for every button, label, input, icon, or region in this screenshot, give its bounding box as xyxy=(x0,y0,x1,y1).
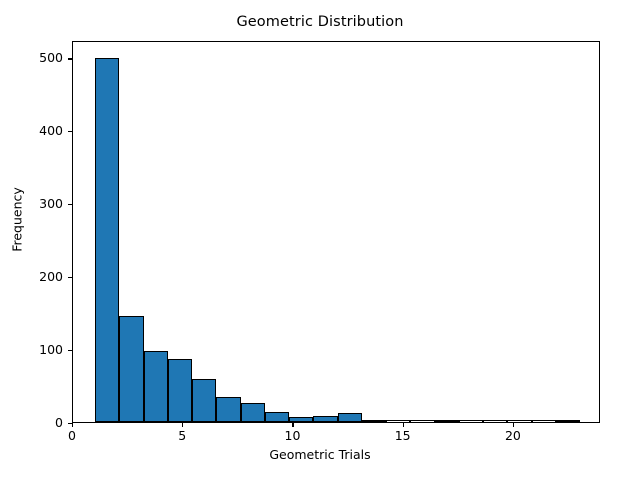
histogram-bar xyxy=(240,403,265,422)
y-axis-label: Frequency xyxy=(9,187,25,252)
x-tick-label: 10 xyxy=(284,428,301,443)
y-tick-label: 400 xyxy=(39,123,63,139)
x-tick-label: 5 xyxy=(178,428,187,443)
y-tick-label: 0 xyxy=(55,415,63,430)
y-tick-label: 200 xyxy=(39,269,63,285)
y-tick-label: 500 xyxy=(39,50,63,66)
x-tick-mark xyxy=(402,423,404,427)
histogram-bar xyxy=(507,420,532,422)
histogram-bar xyxy=(167,359,193,422)
x-axis-label: Geometric Trials xyxy=(269,447,371,462)
histogram-bar xyxy=(386,420,411,422)
histogram-bar xyxy=(531,420,556,422)
x-tick-mark xyxy=(72,423,74,427)
x-tick-mark xyxy=(182,423,184,427)
x-tick-mark xyxy=(292,423,294,427)
plot-axes xyxy=(72,41,600,423)
y-tick-mark xyxy=(68,204,72,206)
histogram-bar xyxy=(555,420,581,422)
histogram-bar xyxy=(264,411,290,422)
page-title: Geometric Distribution xyxy=(236,14,404,30)
histogram-bar xyxy=(143,351,168,422)
y-tick-mark xyxy=(68,423,72,425)
plot-area xyxy=(73,42,599,422)
histogram-bar xyxy=(483,420,508,422)
y-tick-mark xyxy=(68,58,72,60)
histogram-bar xyxy=(361,420,387,422)
histogram-bar xyxy=(458,420,484,422)
y-tick-mark xyxy=(68,350,72,352)
histogram-bar xyxy=(410,420,435,422)
histogram-bar xyxy=(434,420,459,422)
histogram-bar xyxy=(313,416,338,422)
y-tick-mark xyxy=(68,277,72,279)
histogram-bar xyxy=(337,412,362,422)
x-tick-label: 20 xyxy=(504,428,521,443)
histogram-bar xyxy=(119,316,144,422)
y-tick-mark xyxy=(68,131,72,133)
histogram-bar xyxy=(216,397,241,422)
x-tick-label: 0 xyxy=(68,428,76,443)
x-tick-mark xyxy=(512,423,514,427)
histogram-bar xyxy=(192,379,217,422)
histogram-bar xyxy=(95,58,120,422)
x-tick-label: 15 xyxy=(394,428,411,443)
y-tick-label: 100 xyxy=(39,342,63,358)
histogram-bar xyxy=(289,416,314,422)
y-tick-label: 300 xyxy=(39,196,63,212)
